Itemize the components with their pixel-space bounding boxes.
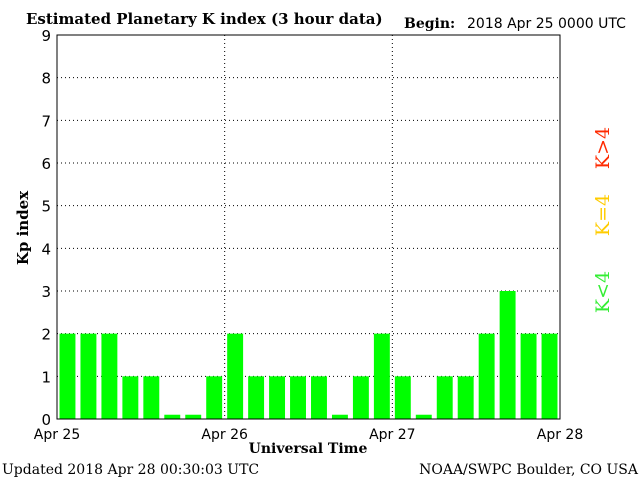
kp-bar (457, 376, 474, 419)
y-tick-label: 3 (41, 283, 51, 301)
kp-bar (290, 376, 306, 419)
y-axis-label: Kp index (14, 190, 32, 265)
y-tick-label: 0 (41, 411, 51, 429)
begin-value: 2018 Apr 25 0000 UTC (467, 16, 626, 32)
kp-bar (206, 376, 223, 419)
x-axis-label: Universal Time (249, 441, 368, 457)
legend-k-less-than-4: K<4 (592, 271, 614, 313)
x-tick-label: Apr 28 (537, 427, 583, 443)
credit-text: NOAA/SWPC Boulder, CO USA (419, 462, 639, 478)
y-tick-labels: 0 1 2 3 4 5 6 7 8 9 (41, 27, 51, 429)
legend-k-equals-4: K=4 (592, 194, 614, 236)
plot-frame (56, 34, 561, 420)
kp-bar (541, 333, 558, 419)
kp-bar (478, 333, 495, 419)
chart-title: Estimated Planetary K index (3 hour data… (26, 10, 383, 28)
bars (59, 291, 558, 419)
kp-bar (331, 414, 348, 419)
kp-bar (311, 376, 327, 419)
kp-bar (227, 333, 244, 419)
y-tick-label: 2 (41, 326, 51, 344)
kp-bar (59, 333, 76, 419)
kp-bar (373, 333, 390, 419)
kp-bar (164, 414, 181, 419)
y-tick-label: 8 (41, 70, 51, 88)
kp-bar (80, 333, 97, 419)
kp-bar (101, 333, 118, 419)
y-tick-label: 1 (41, 368, 51, 386)
x-tick-label: Apr 26 (201, 427, 248, 443)
kp-bar (122, 376, 139, 419)
kp-bar (436, 376, 453, 419)
kp-bar (415, 414, 432, 419)
kp-bar (352, 376, 369, 419)
kp-bar (520, 333, 537, 419)
y-tick-label: 5 (41, 198, 51, 216)
kp-bar (248, 376, 265, 419)
x-tick-label: Apr 27 (369, 427, 415, 443)
grid-lines (57, 35, 560, 419)
kp-bar (185, 414, 202, 419)
kp-bar (269, 376, 286, 419)
kp-bar (499, 291, 516, 419)
y-tick-label: 4 (41, 240, 51, 258)
kp-bar (143, 376, 160, 419)
x-tick-labels: Apr 25 Apr 26 Apr 27 Apr 28 (34, 427, 583, 443)
legend-k-greater-than-4: K>4 (592, 127, 614, 169)
updated-timestamp: Updated 2018 Apr 28 00:30:03 UTC (2, 462, 259, 478)
y-tick-label: 7 (41, 112, 51, 130)
begin-label: Begin: (404, 16, 455, 32)
y-tick-label: 9 (41, 27, 51, 45)
x-tick-label: Apr 25 (34, 427, 80, 443)
kp-bar (394, 376, 411, 419)
y-tick-label: 6 (41, 155, 51, 173)
